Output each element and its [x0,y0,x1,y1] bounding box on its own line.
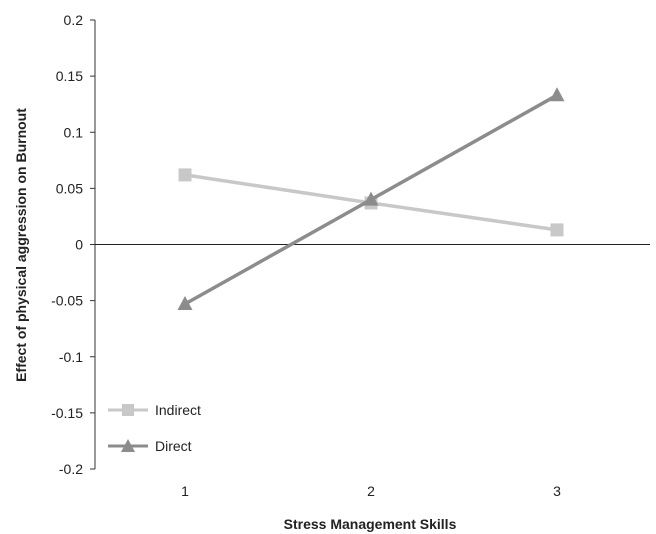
data-point-direct [177,295,193,310]
data-point-indirect [550,223,564,237]
y-tick-label: -0.15 [51,405,83,421]
y-tick-label: -0.05 [51,293,83,309]
series-layer [177,87,565,310]
legend-marker-direct [121,439,135,452]
y-tick-label: -0.1 [59,349,83,365]
y-axis-ticks: 0.2 0.15 0.1 0.05 0 -0.05 -0.1 -0.15 -0.2 [51,12,95,477]
x-tick-label: 2 [367,483,375,499]
y-tick-label: 0.05 [56,180,83,196]
data-point-indirect [178,168,192,182]
legend-label-indirect: Indirect [155,402,201,418]
legend-marker-indirect [122,404,134,416]
y-axis-title: Effect of physical aggression on Burnout [13,108,29,382]
legend: Indirect Direct [108,402,201,454]
legend-item-indirect: Indirect [108,402,201,418]
x-axis-title: Stress Management Skills [284,516,457,532]
series-direct [177,87,565,310]
x-tick-label: 1 [181,483,189,499]
x-axis-ticks: 1 2 3 [181,483,561,499]
y-tick-label: 0.2 [64,12,84,28]
y-tick-label: -0.2 [59,461,83,477]
data-point-direct [549,87,565,102]
y-tick-label: 0.1 [64,124,84,140]
legend-label-direct: Direct [155,438,192,454]
data-point-direct [363,191,379,206]
y-tick-label: 0.15 [56,68,83,84]
legend-item-direct: Direct [108,438,192,454]
y-tick-label: 0 [75,237,83,253]
x-tick-label: 3 [553,483,561,499]
